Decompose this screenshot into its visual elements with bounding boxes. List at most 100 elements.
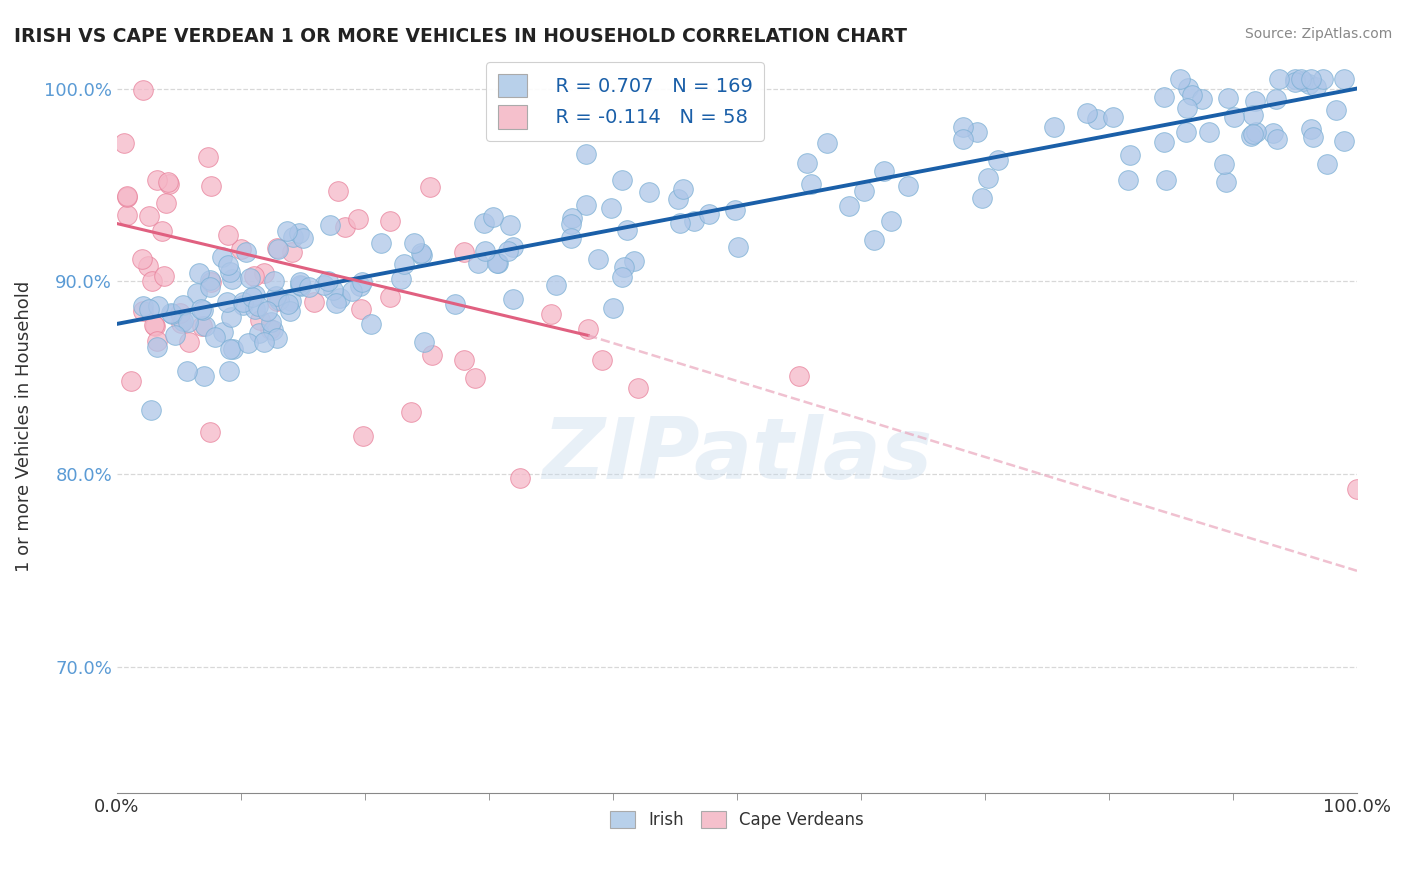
Point (453, 353, 475, 368)
Point (1175, 101, 1198, 115)
Point (243, 301, 266, 316)
Point (352, 429, 374, 443)
Point (1324, 103, 1347, 117)
Point (1333, 134, 1355, 148)
Point (380, 214, 402, 228)
Point (132, 299, 155, 313)
Point (219, 310, 242, 324)
Point (131, 252, 153, 266)
Point (120, 374, 142, 388)
Point (613, 260, 636, 275)
Point (249, 313, 271, 327)
Point (240, 290, 263, 304)
Point (200, 273, 222, 287)
Point (350, 302, 373, 317)
Point (880, 214, 903, 228)
Point (139, 402, 162, 417)
Point (159, 306, 181, 320)
Point (217, 295, 239, 310)
Point (637, 185, 659, 199)
Point (987, 153, 1010, 167)
Point (157, 175, 180, 189)
Point (413, 334, 436, 349)
Point (177, 334, 200, 349)
Point (952, 132, 974, 146)
Point (616, 222, 638, 236)
Point (145, 173, 167, 187)
Point (1346, 482, 1368, 496)
Point (683, 214, 706, 228)
Point (246, 299, 269, 313)
Point (280, 294, 302, 309)
Point (218, 364, 240, 378)
Point (1284, 75, 1306, 89)
Point (1284, 71, 1306, 86)
Point (292, 231, 315, 245)
Point (1301, 121, 1323, 136)
Point (1292, 73, 1315, 87)
Point (298, 280, 321, 294)
Point (266, 331, 288, 345)
Point (1222, 110, 1244, 124)
Point (326, 184, 349, 198)
Point (966, 125, 988, 139)
Point (217, 258, 239, 272)
Point (194, 319, 217, 334)
Point (232, 298, 254, 312)
Point (236, 336, 259, 351)
Point (191, 303, 214, 318)
Point (115, 189, 138, 203)
Point (288, 276, 311, 290)
Point (145, 340, 167, 354)
Point (897, 178, 920, 193)
Point (815, 136, 838, 150)
Point (260, 315, 283, 329)
Point (1268, 71, 1291, 86)
Point (222, 342, 245, 356)
Point (1241, 127, 1264, 141)
Text: IRISH VS CAPE VERDEAN 1 OR MORE VEHICLES IN HOUSEHOLD CORRELATION CHART: IRISH VS CAPE VERDEAN 1 OR MORE VEHICLES… (14, 27, 907, 45)
Point (277, 297, 299, 311)
Point (132, 83, 155, 97)
Point (283, 230, 305, 244)
Point (576, 322, 599, 336)
Point (204, 330, 226, 344)
Point (155, 196, 177, 211)
Point (1215, 175, 1237, 189)
Point (218, 342, 240, 356)
Point (1265, 92, 1288, 106)
Point (1085, 112, 1108, 126)
Point (316, 274, 339, 288)
Point (486, 256, 509, 270)
Point (561, 211, 583, 226)
Point (221, 272, 243, 286)
Point (132, 303, 155, 318)
Point (136, 259, 159, 273)
Point (187, 266, 209, 280)
Point (235, 245, 257, 260)
Point (253, 266, 276, 280)
Point (474, 244, 496, 259)
Point (378, 290, 401, 304)
Point (200, 276, 222, 290)
Point (787, 368, 810, 383)
Point (498, 219, 520, 233)
Point (1265, 132, 1288, 146)
Point (325, 296, 347, 310)
Point (612, 270, 634, 285)
Point (217, 227, 239, 242)
Point (212, 325, 235, 339)
Point (697, 207, 720, 221)
Point (863, 233, 886, 247)
Point (1298, 77, 1320, 91)
Point (169, 306, 191, 320)
Point (560, 231, 582, 245)
Point (138, 301, 160, 316)
Point (190, 302, 212, 317)
Point (141, 274, 163, 288)
Point (419, 180, 441, 194)
Point (1302, 130, 1324, 145)
Point (259, 322, 281, 336)
Text: Source: ZipAtlas.com: Source: ZipAtlas.com (1244, 27, 1392, 41)
Point (502, 240, 524, 254)
